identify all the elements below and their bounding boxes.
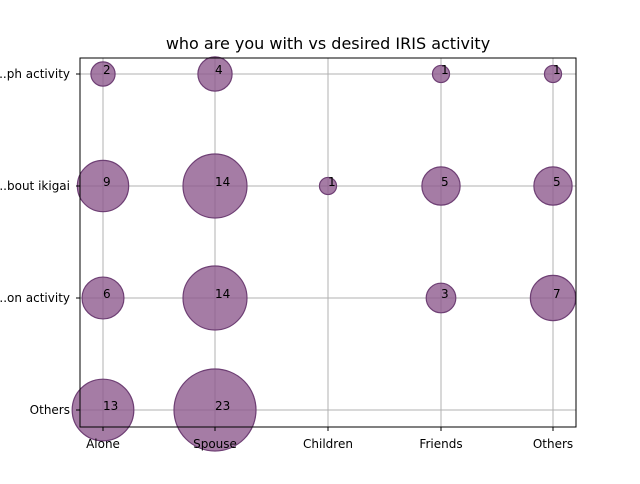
bubble-value-label: 3 bbox=[441, 287, 449, 301]
x-tick-label: Children bbox=[303, 437, 353, 451]
bubbles bbox=[71, 56, 577, 452]
bubble-value-label: 2 bbox=[103, 63, 111, 77]
bubble-value-label: 1 bbox=[328, 175, 336, 189]
bubble-value-label: 1 bbox=[441, 63, 449, 77]
bubble-point bbox=[182, 153, 248, 219]
bubble-value-label: 9 bbox=[103, 175, 111, 189]
bubble-value-label: 7 bbox=[553, 287, 561, 301]
bubble-value-label: 1 bbox=[553, 63, 561, 77]
bubble-point bbox=[431, 64, 451, 84]
bubble-value-label: 5 bbox=[553, 175, 561, 189]
y-tick-label: ...on activity bbox=[0, 291, 70, 305]
x-tick-label: Spouse bbox=[193, 437, 237, 451]
bubble-value-label: 6 bbox=[103, 287, 111, 301]
bubble-point bbox=[421, 166, 461, 206]
bubble-value-label: 4 bbox=[215, 63, 223, 77]
bubble-point bbox=[197, 56, 233, 92]
tick-labels: Alone Spouse Children Friends Others Others..… bbox=[0, 67, 573, 451]
data-labels: 2 4 1 1 9 14 1 5 5 6 14 3 7 13 23 bbox=[103, 63, 561, 413]
bubble-point bbox=[318, 176, 338, 196]
y-tick-label: Others bbox=[30, 403, 70, 417]
x-tick-label: Friends bbox=[419, 437, 462, 451]
bubble-value-label: 13 bbox=[103, 399, 118, 413]
bubble-value-label: 5 bbox=[441, 175, 449, 189]
y-tick-label: ...bout ikigai bbox=[0, 179, 70, 193]
y-tick-label: ...ph activity bbox=[0, 67, 70, 81]
bubble-point bbox=[182, 265, 248, 331]
bubble-point bbox=[533, 166, 573, 206]
chart-title: who are you with vs desired IRIS activit… bbox=[166, 34, 490, 53]
bubble-value-label: 14 bbox=[215, 287, 230, 301]
bubble-point bbox=[71, 378, 135, 442]
bubble-point bbox=[543, 64, 563, 84]
grid-lines bbox=[80, 58, 576, 427]
bubble-point bbox=[173, 368, 257, 452]
bubble-point bbox=[90, 61, 116, 87]
bubble-point bbox=[81, 276, 125, 320]
x-tick-label: Others bbox=[533, 437, 573, 451]
bubble-value-label: 23 bbox=[215, 399, 230, 413]
bubble-value-label: 14 bbox=[215, 175, 230, 189]
bubble-point bbox=[425, 282, 457, 314]
x-tick-label: Alone bbox=[86, 437, 120, 451]
